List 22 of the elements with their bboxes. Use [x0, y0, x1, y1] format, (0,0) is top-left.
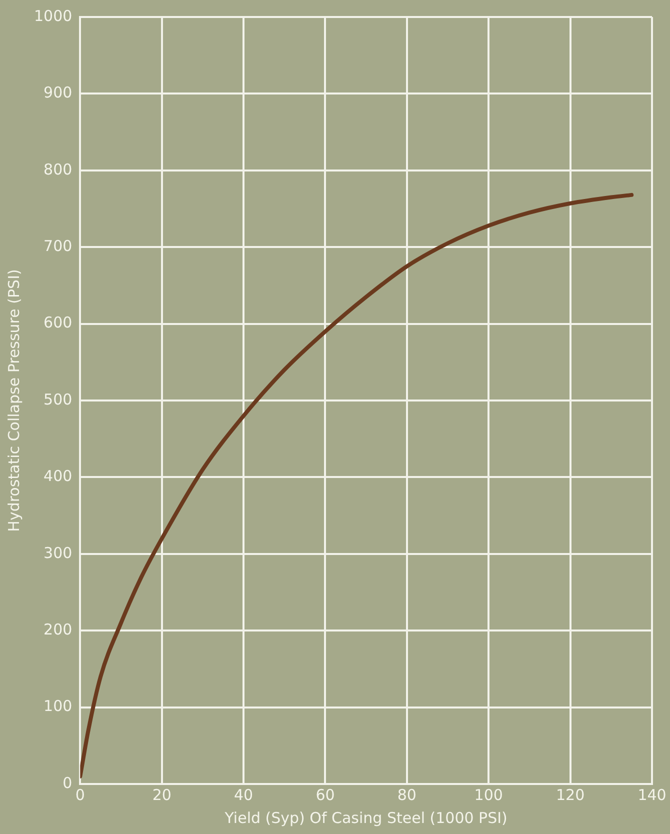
x-tick-label: 120 [556, 786, 585, 804]
x-tick-label: 60 [316, 786, 335, 804]
y-tick-label: 300 [44, 544, 72, 562]
y-tick-label: 1000 [34, 6, 72, 25]
x-tick-label: 80 [397, 786, 416, 804]
y-tick-label: 400 [44, 467, 72, 486]
x-tick-label: 20 [152, 786, 172, 804]
x-axis-title: Yield (Syp) Of Casing Steel (1000 PSI) [224, 808, 508, 827]
y-tick-label: 600 [44, 314, 72, 332]
x-tick-label: 100 [474, 786, 503, 804]
x-tick-label: 140 [638, 786, 666, 804]
y-tick-label: 900 [44, 84, 72, 102]
line-series [80, 192, 634, 778]
y-tick-label: 500 [44, 390, 72, 408]
y-tick-label: 100 [44, 697, 72, 716]
y-tick-label: 0 [62, 774, 72, 792]
y-tick-label: 700 [44, 236, 72, 255]
x-tick-label: 0 [75, 786, 85, 804]
x-tick-label: 40 [234, 786, 254, 804]
y-tick-label: 800 [44, 160, 72, 178]
y-tick-label: 200 [44, 620, 72, 638]
y-axis-title: Hydrostatic Collapse Pressure (PSI) [4, 269, 23, 532]
